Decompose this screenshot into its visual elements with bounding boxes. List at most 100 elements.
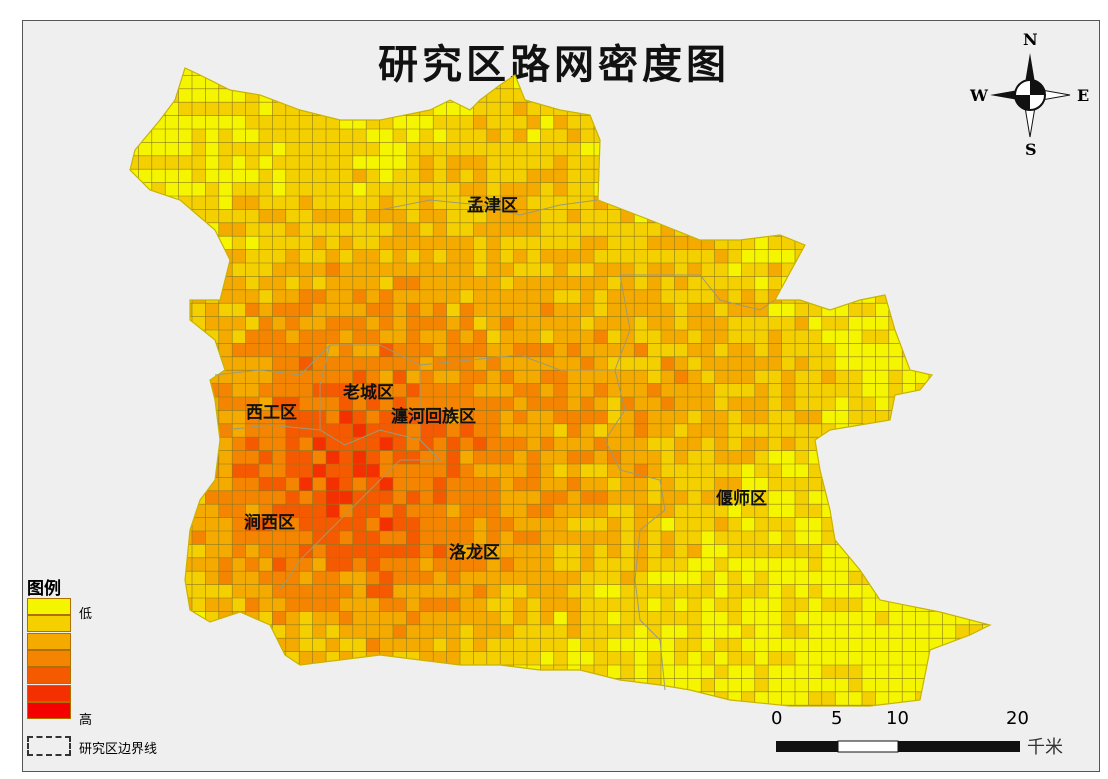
grid-cell	[553, 477, 568, 492]
grid-cell	[259, 571, 273, 585]
grid-cell	[218, 504, 233, 518]
grid-cell	[821, 182, 836, 197]
grid-cell	[339, 571, 354, 585]
grid-cell	[259, 678, 273, 693]
grid-cell	[902, 691, 916, 706]
grid-cell	[768, 611, 782, 626]
grid-cell	[647, 75, 662, 90]
grid-cell	[130, 236, 139, 250]
grid-cell	[929, 584, 943, 599]
grid-cell	[285, 624, 300, 639]
grid-cell	[366, 142, 380, 157]
grid-cell	[835, 678, 849, 693]
grid-cell	[862, 115, 876, 130]
grid-cell	[607, 316, 622, 331]
grid-cell	[808, 665, 823, 679]
grid-cell	[714, 169, 729, 183]
grid-cell	[955, 249, 970, 264]
grid-cell	[661, 624, 675, 639]
grid-cell	[312, 464, 327, 478]
grid-cell	[205, 624, 220, 639]
grid-cell	[687, 705, 702, 706]
grid-cell	[942, 129, 957, 143]
grid-cell	[674, 236, 689, 250]
grid-cell	[862, 691, 876, 706]
grid-cell	[285, 236, 300, 250]
grid-cell	[835, 383, 849, 398]
grid-cell	[379, 437, 394, 451]
grid-cell	[500, 289, 514, 304]
grid-cell	[567, 691, 581, 706]
grid-cell	[687, 464, 702, 478]
grid-cell	[969, 397, 983, 411]
grid-cell	[165, 209, 179, 224]
grid-cell	[982, 115, 990, 130]
grid-cell	[902, 209, 916, 224]
grid-cell	[768, 75, 782, 90]
grid-cell	[326, 182, 340, 197]
grid-cell	[835, 571, 849, 585]
grid-cell	[527, 115, 541, 130]
grid-cell	[821, 289, 836, 304]
grid-cell	[138, 557, 153, 572]
grid-cell	[218, 544, 233, 559]
grid-cell	[285, 598, 300, 612]
grid-cell	[687, 142, 702, 157]
grid-cell	[875, 611, 890, 626]
grid-cell	[661, 169, 675, 183]
grid-cell	[379, 383, 394, 398]
grid-cell	[130, 504, 139, 518]
grid-cell	[192, 638, 206, 652]
grid-cell	[192, 142, 206, 157]
grid-cell	[205, 249, 220, 264]
grid-cell	[130, 531, 139, 545]
grid-cell	[862, 705, 876, 706]
grid-cell	[500, 517, 514, 532]
grid-cell	[862, 169, 876, 183]
grid-cell	[661, 464, 675, 478]
grid-cell	[312, 88, 327, 103]
grid-cell	[205, 182, 220, 197]
grid-cell	[312, 343, 327, 358]
grid-cell	[607, 397, 622, 411]
grid-cell	[446, 263, 461, 277]
grid-cell	[130, 397, 139, 411]
grid-cell	[165, 115, 179, 130]
grid-cell	[862, 423, 876, 438]
grid-cell	[165, 155, 179, 170]
grid-cell	[366, 490, 380, 505]
grid-cell	[352, 316, 367, 331]
grid-cell	[352, 182, 367, 197]
grid-cell	[741, 303, 756, 317]
grid-cell	[728, 330, 742, 344]
grid-cell	[781, 289, 796, 304]
grid-cell	[352, 142, 367, 157]
grid-cell	[500, 222, 514, 237]
grid-cell	[326, 557, 340, 572]
grid-cell	[272, 490, 287, 505]
grid-cell	[218, 531, 233, 545]
grid-cell	[929, 209, 943, 224]
grid-cell	[473, 397, 488, 411]
grid-cell	[130, 142, 139, 157]
grid-cell	[486, 477, 501, 492]
grid-cell	[527, 370, 541, 384]
grid-cell	[647, 437, 662, 451]
grid-cell	[969, 638, 983, 652]
grid-cell	[607, 651, 622, 666]
grid-cell	[513, 182, 528, 197]
grid-cell	[821, 437, 836, 451]
grid-cell	[674, 678, 689, 693]
grid-cell	[888, 423, 903, 438]
grid-cell	[567, 437, 581, 451]
grid-cell	[178, 584, 193, 599]
grid-cell	[674, 209, 689, 224]
grid-cell	[942, 88, 957, 103]
grid-cell	[647, 88, 662, 103]
grid-cell	[982, 383, 990, 398]
grid-cell	[299, 115, 313, 130]
grid-cell	[245, 571, 260, 585]
grid-cell	[634, 383, 648, 398]
grid-cell	[299, 383, 313, 398]
